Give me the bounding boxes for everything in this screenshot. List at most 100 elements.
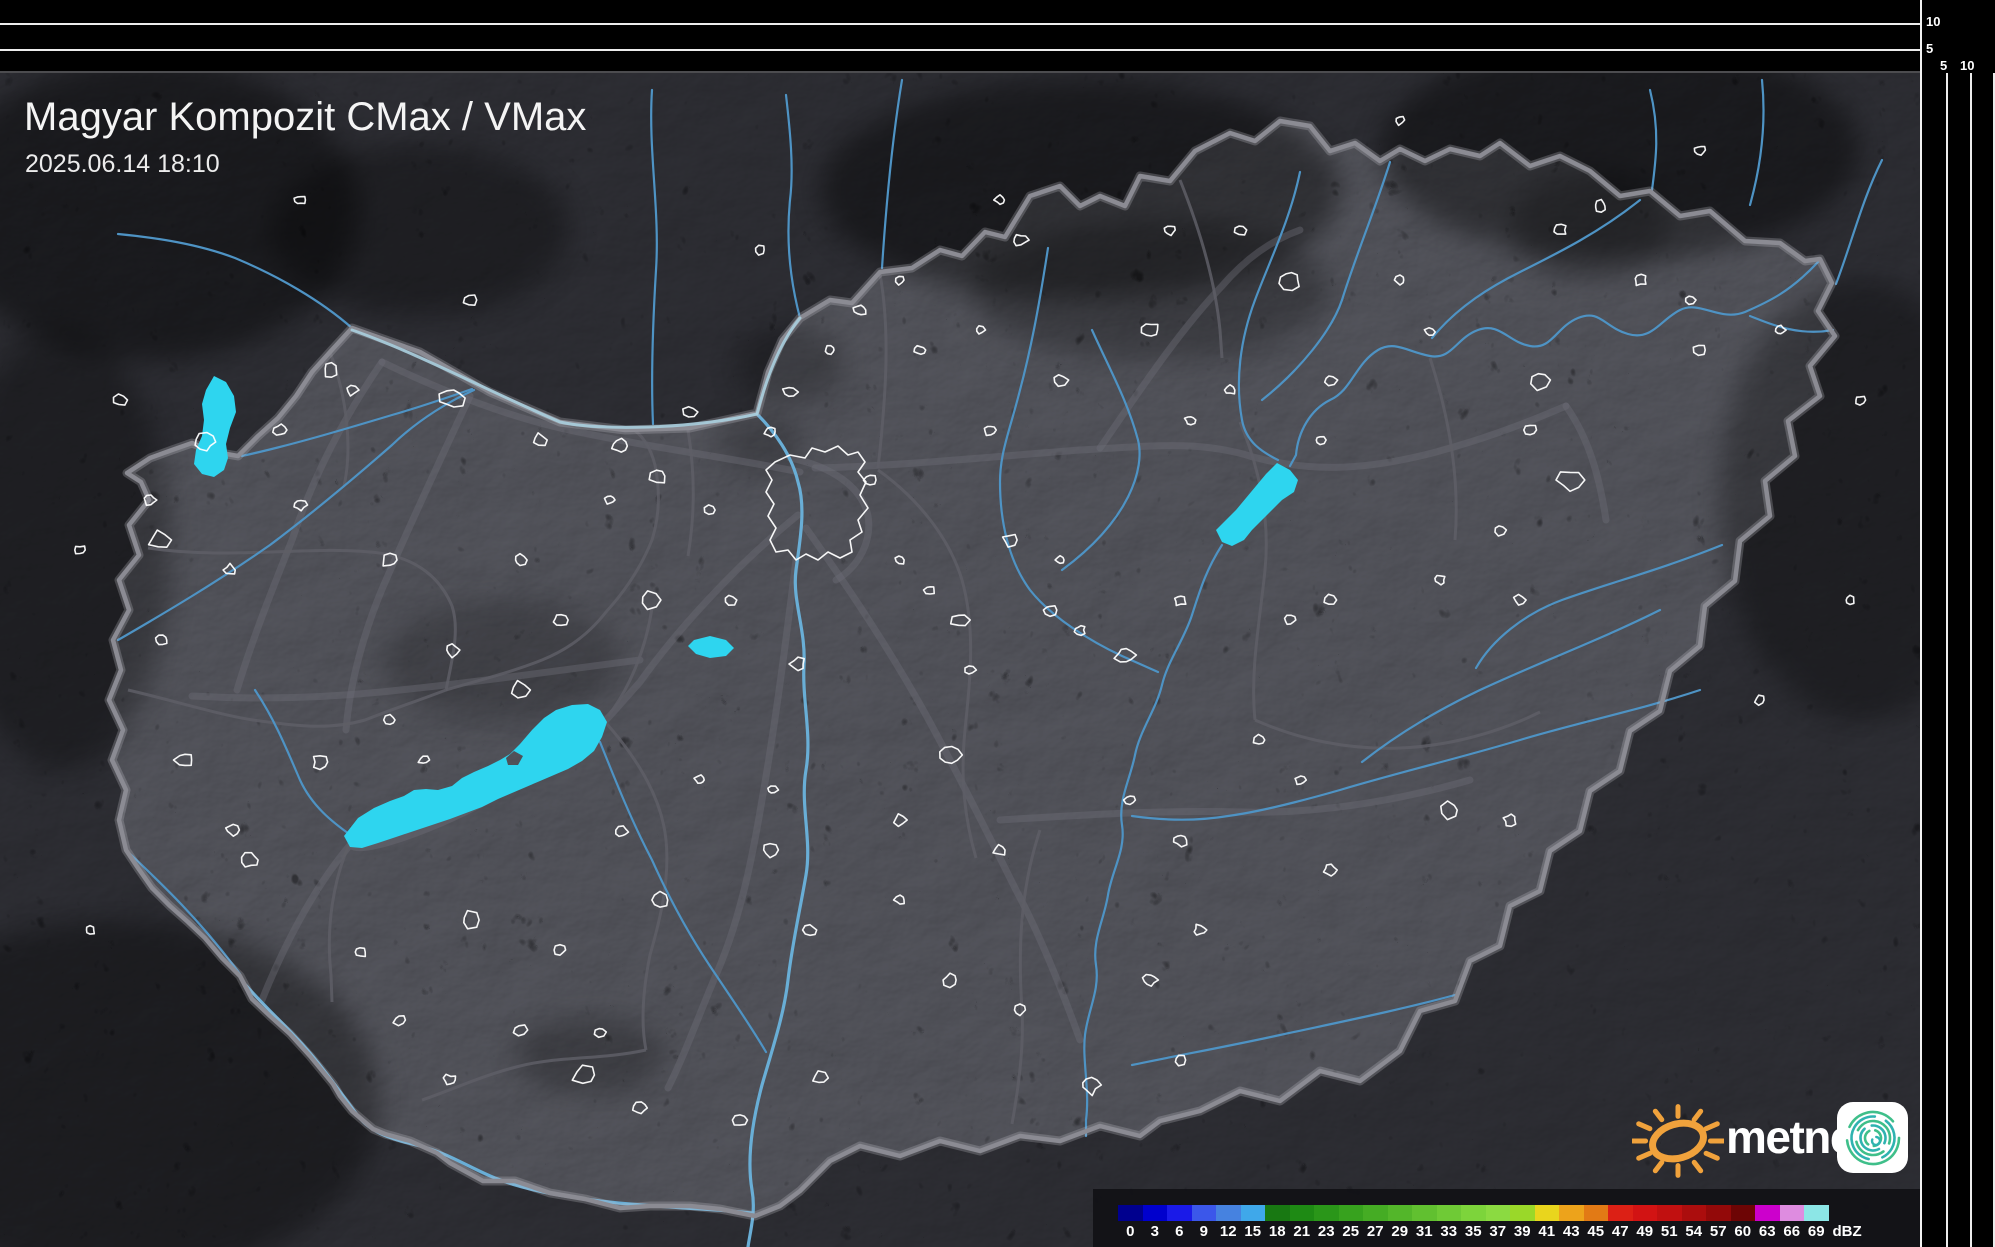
outside-country-shade [0,73,1920,1247]
dbz-swatch [1608,1205,1633,1221]
river-raba [116,388,476,642]
town-outline [892,894,905,905]
dbz-swatch [1485,1205,1510,1221]
town-outline [603,495,616,505]
river-tarna [1060,328,1141,572]
town-outline [1172,834,1188,848]
dbz-swatch [1191,1205,1216,1221]
country-border [104,116,1840,1221]
town-outline [801,923,818,937]
vmax-side-projection-strip [1920,0,1995,1247]
town-outline [346,384,360,397]
dbz-tick-label: 60 [1734,1223,1752,1240]
dbz-tick-label: 9 [1199,1223,1208,1240]
metnet-logo: metnet [1632,1092,1869,1182]
town-outline [552,613,569,627]
town-outline [1113,647,1138,663]
dbz-tick-label: 69 [1807,1223,1825,1240]
side-gridline-10km [1970,73,1972,1247]
town-outline [1555,471,1586,493]
dbz-swatch [1240,1205,1265,1221]
dbz-swatch [1461,1205,1486,1221]
dbz-swatch [1167,1205,1192,1221]
town-outline [1693,145,1707,156]
dbz-tick-label: 51 [1660,1223,1678,1240]
town-outline [754,244,765,256]
town-outline [1054,554,1065,565]
town-outline [781,386,800,398]
town-outline [312,755,329,771]
dbz-tick-label: 57 [1709,1223,1727,1240]
town-outline [143,494,158,507]
dbz-swatch [1289,1205,1314,1221]
river-tisza-lower [1083,543,1224,1138]
town-outline [510,679,532,699]
town-outline [762,842,780,859]
map-top-frame [0,71,1920,73]
town-outline [1173,595,1187,607]
page-title: Magyar Kompozit CMax / VMax [24,95,587,139]
town-outline [272,423,288,436]
town-outline [1423,327,1436,337]
town-outline [1223,384,1236,395]
town-outline [949,614,971,627]
dbz-tick-label: 29 [1391,1223,1409,1240]
dbz-tick-label: 27 [1366,1223,1384,1240]
town-outline [894,275,905,286]
town-outline [293,195,307,205]
town-outline [939,745,964,765]
side-scale-label-10: 10 [1960,58,1975,73]
town-outline [446,643,461,659]
town-outline [1845,594,1855,606]
town-outline [154,634,168,646]
dbz-swatch [1583,1205,1608,1221]
dbz-tick-label: 43 [1562,1223,1580,1240]
dbz-swatch [1412,1205,1437,1221]
town-outline [553,943,567,956]
mountain-shading [0,73,1920,1247]
town-outline [85,924,96,935]
dbz-tick-label: 63 [1758,1223,1776,1240]
town-outline [417,755,431,764]
dbz-tick-label: 37 [1489,1223,1507,1240]
town-outline [610,437,629,453]
river-ne-2 [1748,78,1765,207]
dbz-swatch [1730,1205,1755,1221]
town-outline [224,823,241,837]
budapest-outline [765,445,869,561]
river-sebes-koros [1360,608,1662,764]
dbz-swatch [1216,1205,1241,1221]
town-outline [1001,533,1018,548]
town-outline [1774,324,1787,335]
town-outline [693,774,705,784]
town-outline [1315,435,1327,446]
town-outline [593,1027,608,1039]
dbz-swatch [1755,1205,1780,1221]
town-outline [1594,198,1606,213]
town-outline [682,405,699,418]
town-outline [1753,694,1765,707]
town-outline [975,325,987,335]
dbz-swatch [1265,1205,1290,1221]
town-outline [922,586,935,595]
town-outline [615,825,630,838]
dbz-tick-label: 23 [1317,1223,1335,1240]
town-outline [913,344,927,356]
town-outline [382,713,396,726]
town-outline [964,665,978,675]
dbz-swatch [1657,1205,1682,1221]
town-outline [514,552,528,567]
town-outline [852,304,867,316]
river-zala [253,688,354,838]
town-outline [1233,225,1248,236]
dbz-swatch [1436,1205,1461,1221]
town-outline [651,890,669,908]
dbz-unit-label: dBZ [1832,1223,1862,1240]
dbz-colorbar [1118,1205,1920,1221]
river-danube-upstream [116,232,354,330]
town-outline [1434,574,1446,586]
town-outline [1494,525,1508,537]
town-outline [512,1024,529,1037]
dbz-swatch [1142,1205,1167,1221]
